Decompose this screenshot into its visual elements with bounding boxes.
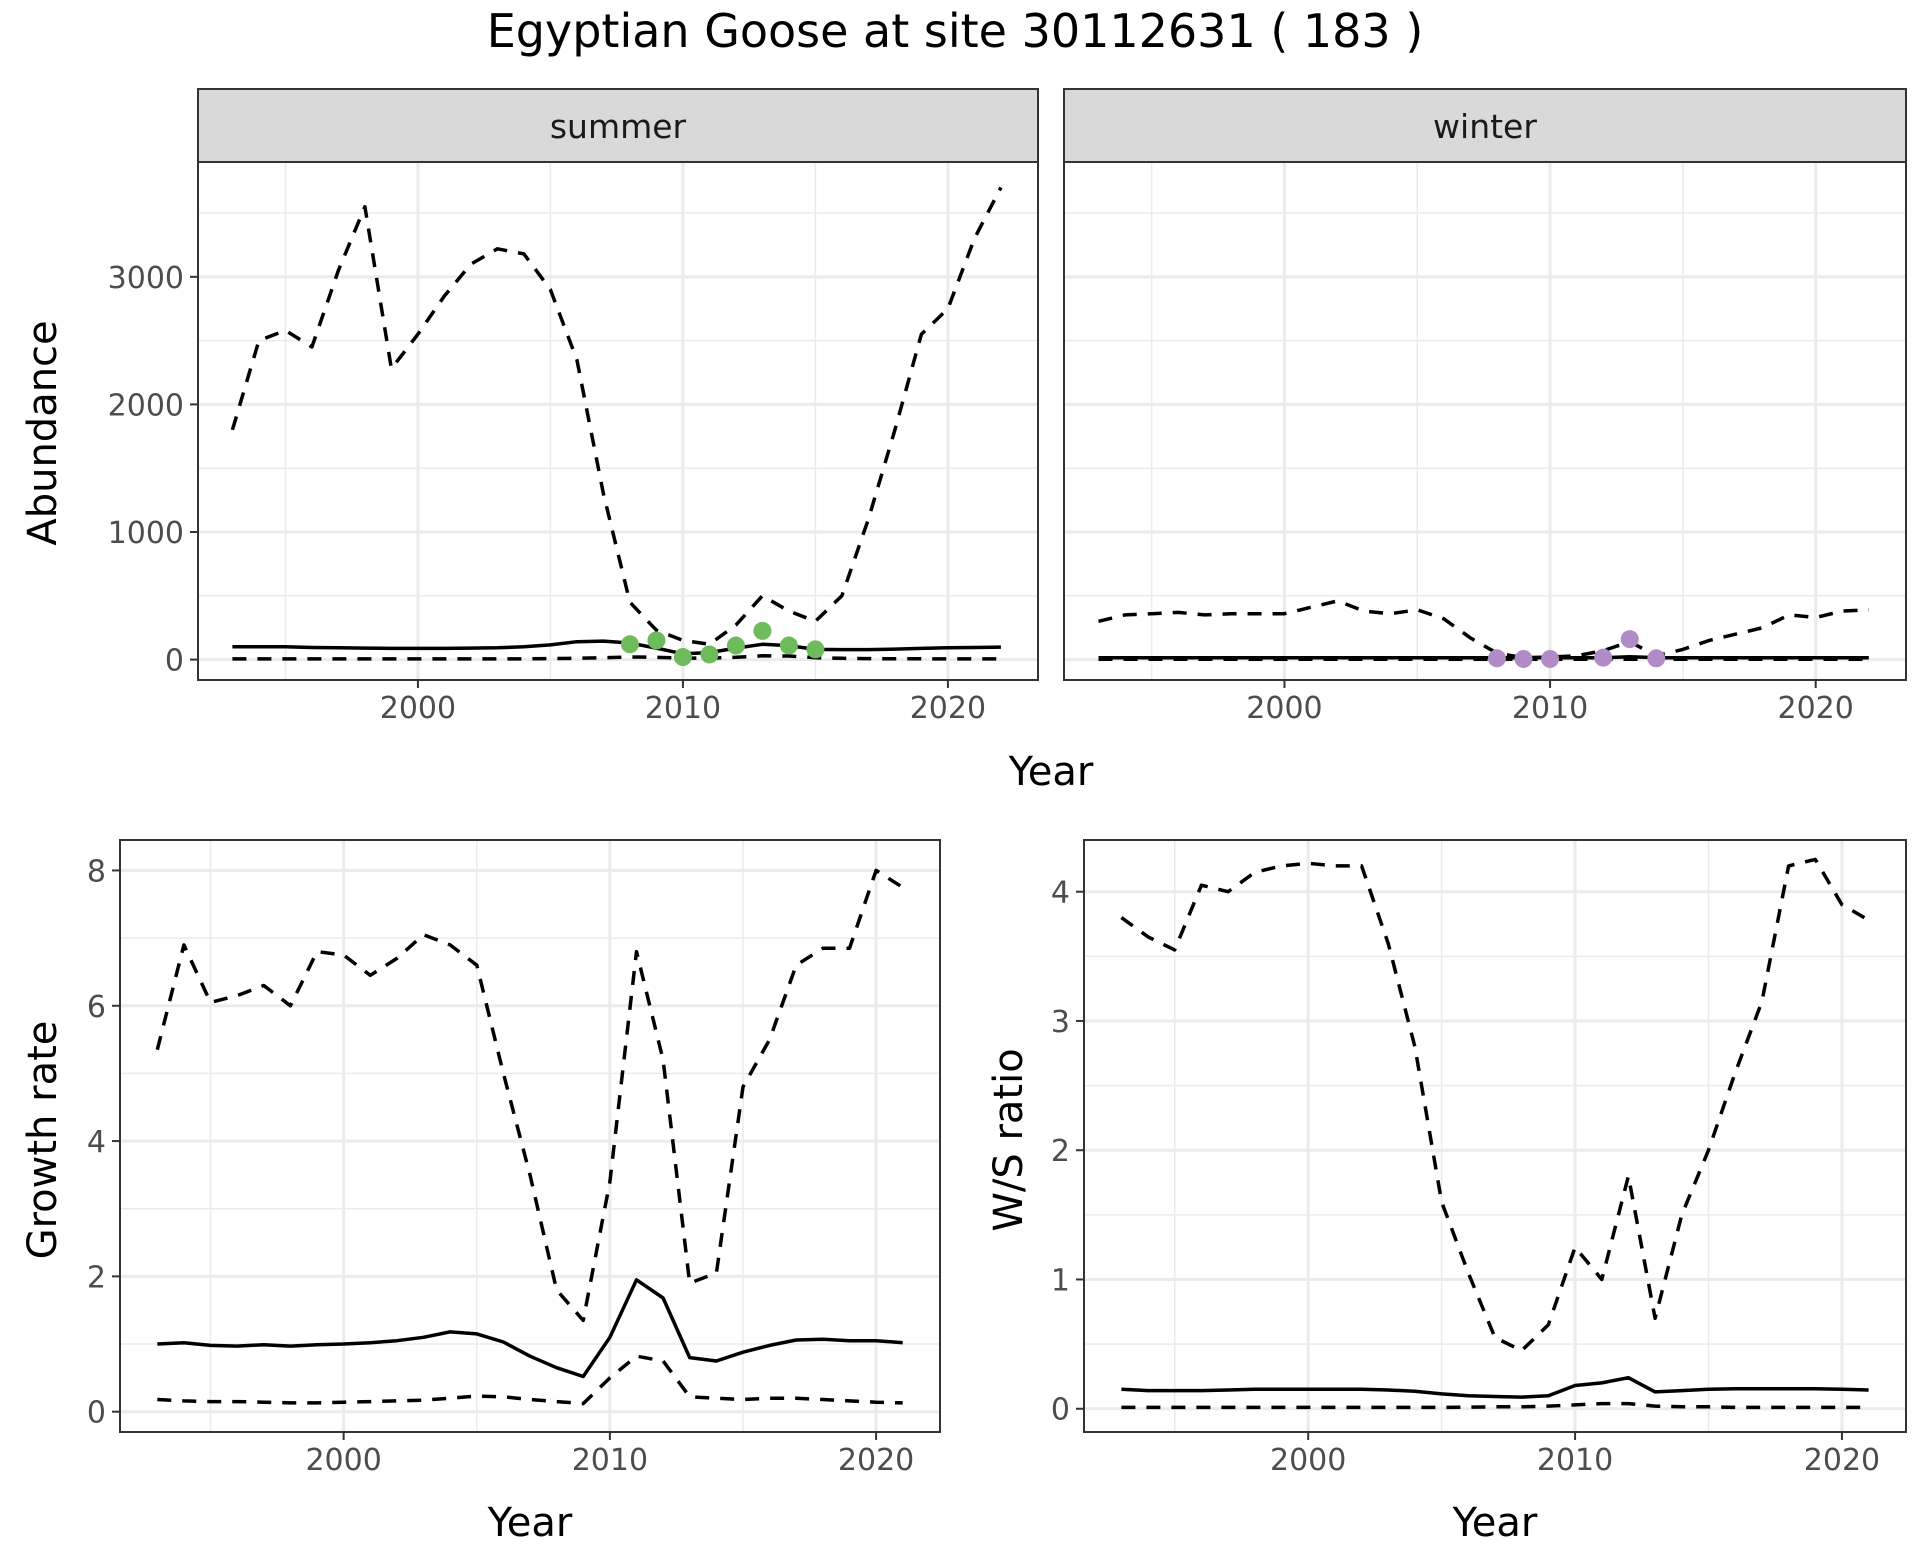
summer-observed-point xyxy=(673,648,692,667)
plot-area-growth-rate: 2000 2010 2020 0 2 4 6 8 xyxy=(87,839,941,1478)
summer-x-tick-label: 2020 xyxy=(910,691,986,726)
growth-y-tick-label: 2 xyxy=(87,1260,106,1295)
summer-y-tick-label: 0 xyxy=(165,644,184,679)
growth-y-axis-title: Growth rate xyxy=(20,1021,66,1260)
summer-estimate-line xyxy=(232,639,1001,656)
summer-panel-border xyxy=(197,161,1039,681)
ratio-x-tick-label: 2000 xyxy=(1270,1443,1346,1478)
summer-observed-point xyxy=(726,636,745,655)
ratio-y-tick-label: 1 xyxy=(1051,1263,1070,1298)
strip-label-winter: winter xyxy=(1433,107,1537,146)
ratio-background xyxy=(1084,840,1906,1432)
winter-panel-border xyxy=(1063,161,1907,681)
panel-growth-rate: 2000 2010 2020 0 2 4 6 8 xyxy=(87,839,941,1478)
strip-summer xyxy=(197,88,1039,163)
winter-upper-bound-line xyxy=(1098,599,1869,660)
growth-x-tick-label: 2010 xyxy=(572,1443,648,1478)
growth-y-tick-label: 6 xyxy=(87,990,106,1025)
abundance-x-axis-title: Year xyxy=(1008,749,1094,795)
winter-background xyxy=(1064,162,1906,680)
panel-winter: winter 2000 2010 2020 xyxy=(1063,88,1907,726)
summer-observed-point xyxy=(806,640,825,659)
ratio-y-axis-title: W/S ratio xyxy=(986,1048,1032,1231)
summer-observed-point xyxy=(647,631,666,650)
ratio-x-tick-label: 2020 xyxy=(1804,1443,1880,1478)
ratio-y-tick-label: 3 xyxy=(1051,1005,1070,1040)
summer-observed-point xyxy=(700,645,719,664)
growth-x-axis-title: Year xyxy=(487,1500,573,1546)
growth-x-tick-label: 2000 xyxy=(305,1443,381,1478)
summer-observed-point xyxy=(753,621,772,640)
growth-y-tick-label: 4 xyxy=(87,1125,106,1160)
winter-estimate-line xyxy=(1098,655,1869,660)
summer-lower-bound-line xyxy=(232,654,1001,661)
abundance-y-axis-title: Abundance xyxy=(20,320,66,545)
growth-y-tick-label: 8 xyxy=(87,854,106,889)
ratio-y-tick-label: 0 xyxy=(1051,1393,1070,1428)
growth-estimate-line xyxy=(157,1278,903,1379)
growth-background xyxy=(120,840,940,1432)
plot-area-summer: 2000 2010 2020 0 1000 2000 3000 xyxy=(108,161,1039,726)
winter-x-tick-label: 2020 xyxy=(1778,691,1854,726)
summer-y-tick-label: 1000 xyxy=(108,516,184,551)
winter-x-tick-label: 2010 xyxy=(1512,691,1588,726)
ratio-estimate-line xyxy=(1121,1375,1869,1399)
ratio-x-axis-title: Year xyxy=(1452,1500,1538,1546)
ratio-y-tick-label: 4 xyxy=(1051,876,1070,911)
ratio-panel-border xyxy=(1083,839,1907,1433)
summer-x-tick-label: 2010 xyxy=(645,691,721,726)
growth-upper-bound-line xyxy=(155,868,904,1323)
growth-panel-border xyxy=(119,839,941,1433)
ratio-y-tick-label: 2 xyxy=(1051,1134,1070,1169)
panel-ws-ratio: 2000 2010 2020 0 1 2 3 4 xyxy=(1051,839,1907,1478)
growth-y-tick-label: 0 xyxy=(87,1396,106,1431)
growth-x-tick-label: 2020 xyxy=(838,1443,914,1478)
plot-area-ws-ratio: 2000 2010 2020 0 1 2 3 4 xyxy=(1051,839,1907,1478)
winter-observed-point xyxy=(1541,649,1560,668)
winter-observed-point xyxy=(1514,649,1533,668)
summer-y-tick-label: 2000 xyxy=(108,388,184,423)
summer-x-tick-label: 2000 xyxy=(380,691,456,726)
winter-observed-point xyxy=(1487,649,1506,668)
summer-observed-point xyxy=(620,635,639,654)
panel-summer: summer 2000 2010 2020 0 1000 2000 3000 xyxy=(108,88,1039,726)
plot-area-winter: 2000 2010 2020 xyxy=(1063,161,1907,726)
ratio-upper-bound-line xyxy=(1120,857,1870,1353)
strip-label-summer: summer xyxy=(550,107,687,146)
winter-observed-point xyxy=(1647,649,1666,668)
growth-lower-bound-line xyxy=(157,1354,903,1406)
summer-observed-point xyxy=(779,636,798,655)
ratio-x-tick-label: 2010 xyxy=(1537,1443,1613,1478)
figure-title: Egyptian Goose at site 30112631 ( 183 ) xyxy=(487,4,1424,58)
summer-upper-bound-line xyxy=(230,186,1003,647)
winter-observed-point xyxy=(1594,648,1613,667)
summer-y-tick-label: 3000 xyxy=(108,261,184,296)
winter-x-tick-label: 2000 xyxy=(1246,691,1322,726)
winter-observed-point xyxy=(1620,630,1639,649)
strip-winter xyxy=(1063,88,1907,163)
summer-background xyxy=(198,162,1038,680)
